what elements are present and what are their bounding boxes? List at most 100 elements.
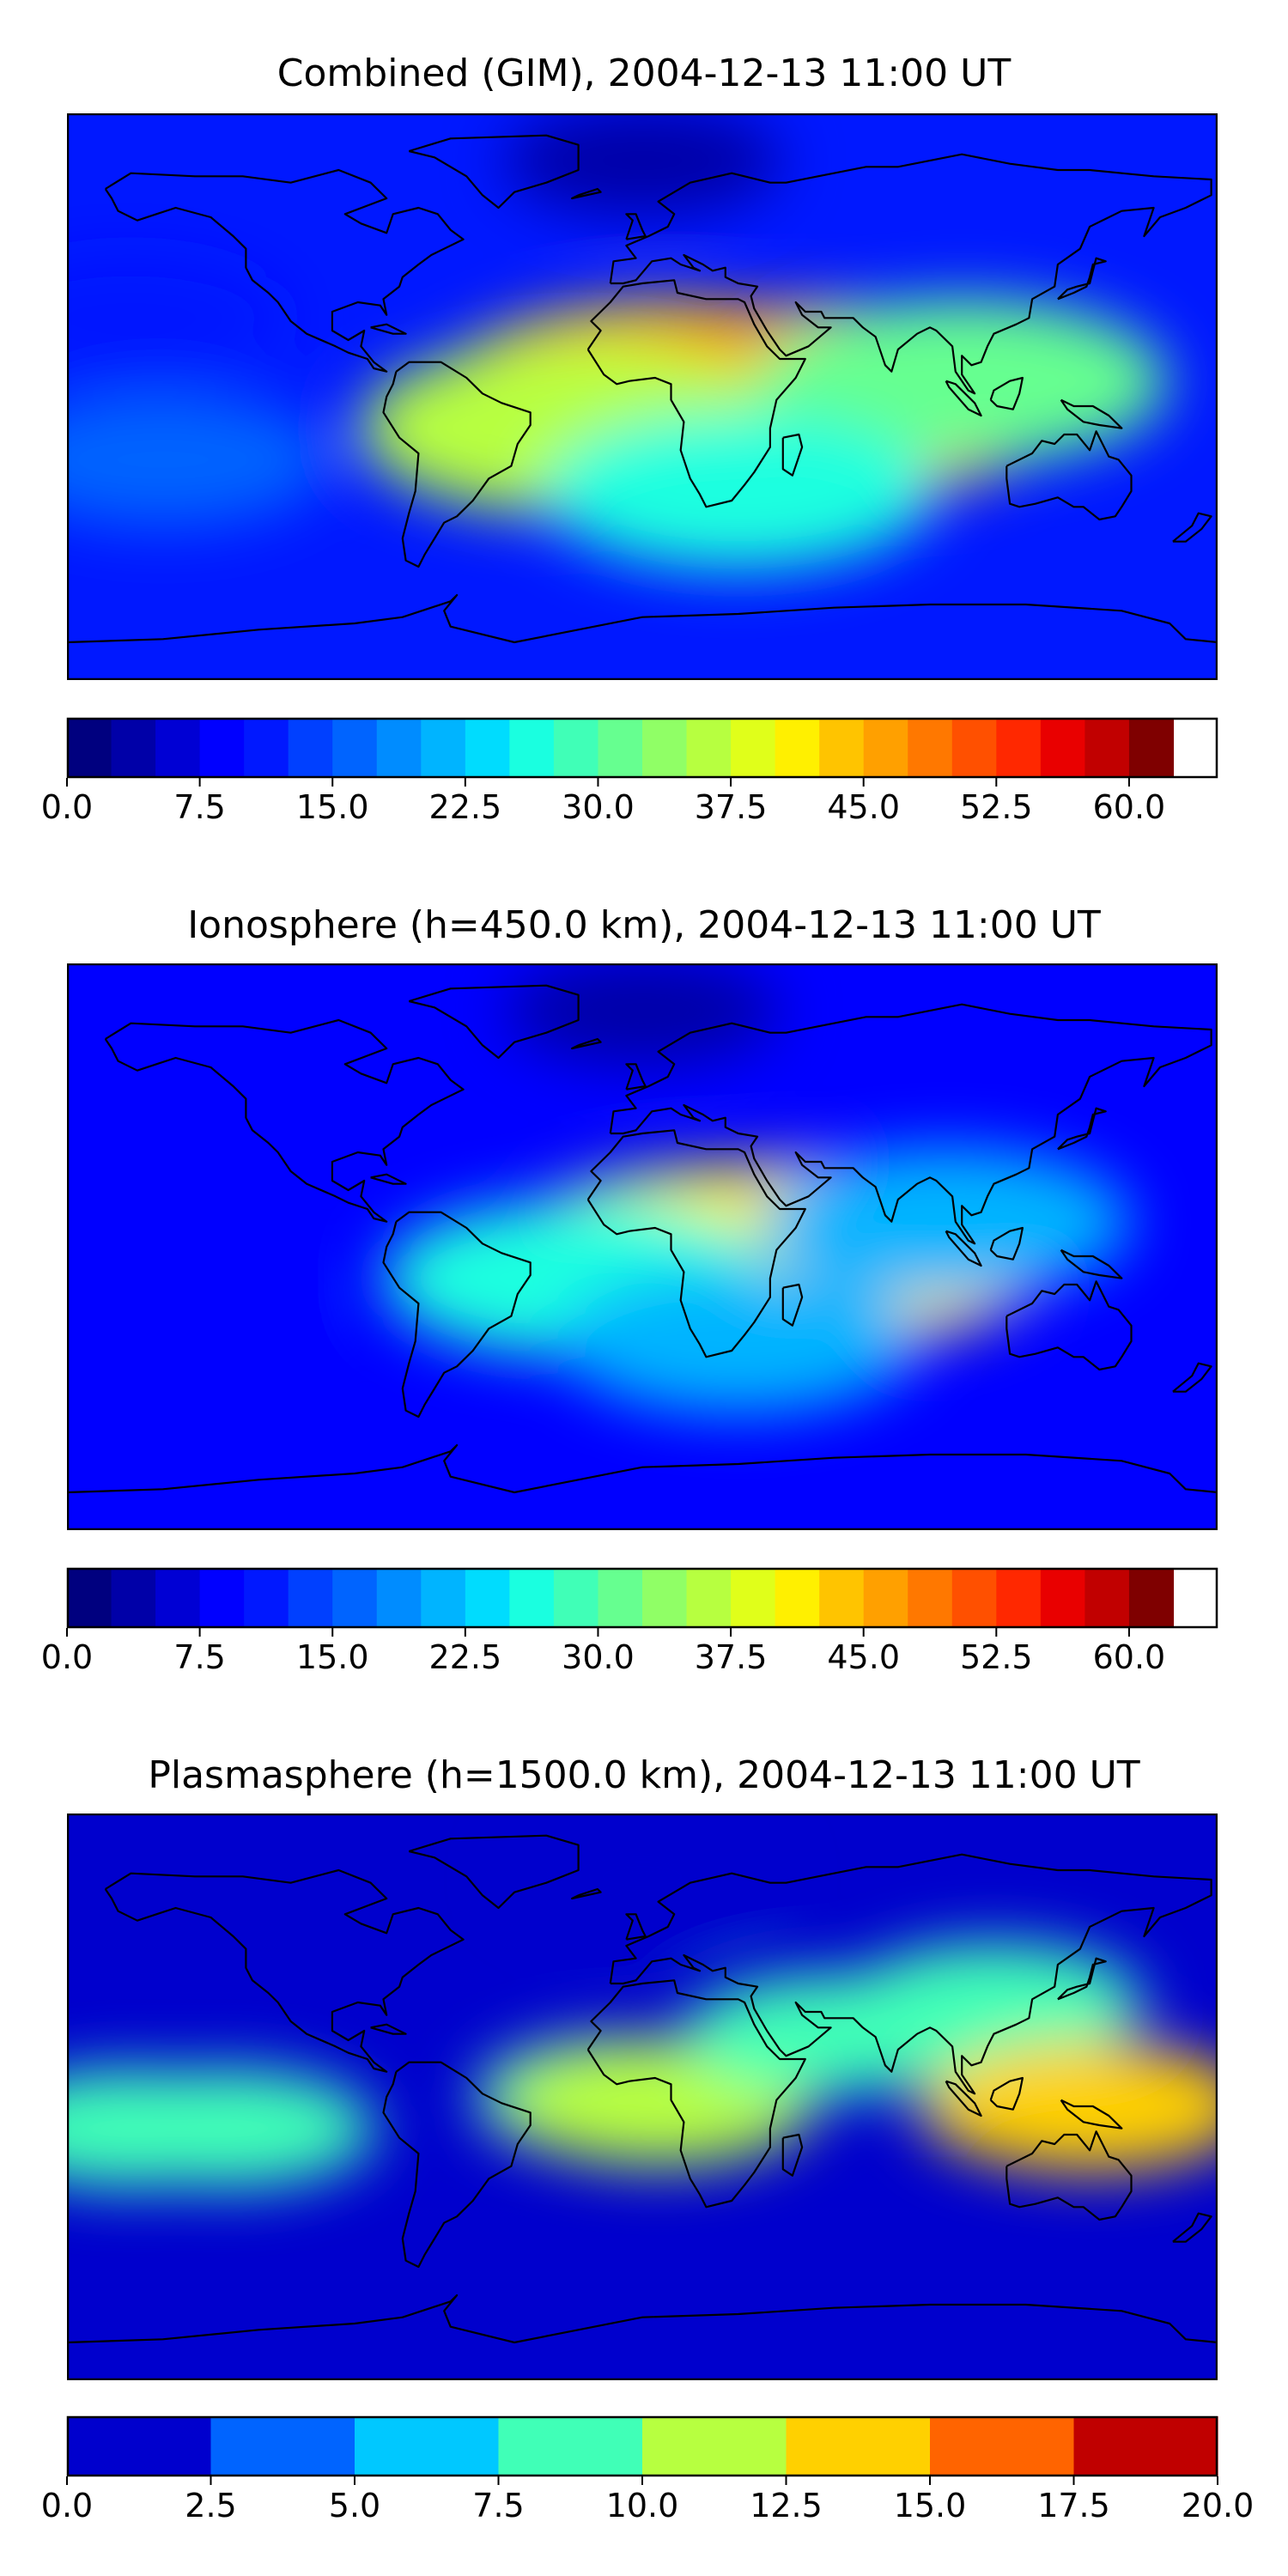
tec-field <box>67 963 1218 1530</box>
colorbar-segment <box>288 718 333 778</box>
colorbar-tick-label: 37.5 <box>694 1638 768 1676</box>
colorbar-segment <box>465 718 510 778</box>
colorbar-segment <box>498 2416 643 2476</box>
tec-field <box>67 1814 1218 2380</box>
coastline <box>781 433 804 477</box>
colorbar-segment <box>553 718 599 778</box>
tec-region <box>557 1269 919 1413</box>
coastline <box>625 1063 647 1091</box>
coastline <box>945 1230 982 1267</box>
colorbar-segment <box>598 718 643 778</box>
colorbar-segment <box>421 718 466 778</box>
colorbar-segment <box>731 1568 776 1628</box>
tec-region <box>77 2069 377 2189</box>
colorbar-tick-label: 22.5 <box>428 1638 502 1676</box>
colorbar-tick-label: 0.0 <box>40 2487 94 2524</box>
colorbar-segment <box>421 1568 466 1628</box>
tec-field <box>67 113 1218 680</box>
colorbar-segment <box>111 1568 156 1628</box>
coastline <box>586 1129 806 1358</box>
coastline <box>104 1018 465 1223</box>
coastline <box>1172 1362 1212 1393</box>
colorbar-segment <box>642 2416 787 2476</box>
colorbar-segment <box>67 1568 112 1628</box>
colorbar-segment <box>642 1568 688 1628</box>
map-frame <box>67 113 1218 680</box>
colorbar-segment <box>509 1568 555 1628</box>
chart-title: Ionosphere (h=450.0 km), 2004-12-13 11:0… <box>187 903 1101 947</box>
colorbar-tick-label: 60.0 <box>1092 1638 1166 1676</box>
colorbar-segment <box>376 718 422 778</box>
coastline <box>1005 430 1133 521</box>
colorbar-segment <box>155 718 201 778</box>
colorbar-segment <box>244 1568 289 1628</box>
coastline <box>1005 2130 1133 2221</box>
colorbar-segment <box>199 718 245 778</box>
coastline <box>625 213 647 240</box>
colorbar-tick-label: 52.5 <box>959 1638 1033 1676</box>
colorbar-segment <box>908 718 953 778</box>
tec-region <box>67 256 286 380</box>
colorbar-tick-label: 5.0 <box>328 2487 381 2524</box>
colorbar-segment <box>598 1568 643 1628</box>
colorbar-tick-label: 45.0 <box>827 788 900 826</box>
coastline <box>67 1443 1218 1494</box>
tec-region <box>67 392 331 527</box>
coastline <box>989 376 1024 410</box>
coastlines <box>67 134 1218 644</box>
coastline <box>382 1211 532 1419</box>
colorbar-tick-label: 7.5 <box>173 788 226 826</box>
coastline <box>370 323 407 335</box>
colorbar-tick-label: 12.5 <box>750 2487 823 2524</box>
coastline <box>408 984 580 1060</box>
colorbar-frame <box>66 717 1218 779</box>
colorbar-segment <box>775 1568 820 1628</box>
colorbar-tick-label: 10.0 <box>605 2487 679 2524</box>
coastline <box>586 279 806 508</box>
colorbar-segment <box>67 2416 212 2476</box>
colorbar-tick-label: 0.0 <box>40 788 94 826</box>
coastline <box>1060 398 1123 429</box>
colorbar-segment <box>908 1568 953 1628</box>
colorbar-segment <box>332 1568 378 1628</box>
coastline <box>989 2076 1024 2111</box>
colorbar-segment <box>210 2416 355 2476</box>
coastline <box>382 361 532 568</box>
colorbar-segment <box>199 1568 245 1628</box>
colorbar-segment <box>786 2416 931 2476</box>
tec-region <box>542 412 934 570</box>
colorbar-tick-label: 17.5 <box>1037 2487 1110 2524</box>
colorbar-tick-label: 15.0 <box>295 1638 369 1676</box>
coastline <box>571 1037 602 1050</box>
colorbar-segment <box>1040 1568 1085 1628</box>
colorbar-segment <box>1040 718 1085 778</box>
colorbar <box>66 717 1218 787</box>
coastline <box>945 380 982 417</box>
coastline <box>1172 2212 1212 2243</box>
colorbar <box>66 1567 1218 1637</box>
coastline <box>586 1979 806 2208</box>
colorbar-segment <box>288 1568 333 1628</box>
coastline <box>945 2080 982 2117</box>
colorbar-segment <box>111 718 156 778</box>
coastlines <box>67 984 1218 1494</box>
chart-title: Combined (GIM), 2004-12-13 11:00 UT <box>276 52 1012 95</box>
colorbar-segment <box>951 718 997 778</box>
map-frame <box>67 963 1218 1530</box>
tec-region <box>508 1822 776 1930</box>
coastline <box>571 1887 602 1900</box>
coastline <box>408 134 580 210</box>
colorbar-tick-label: 45.0 <box>827 1638 900 1676</box>
coastline <box>1057 1107 1107 1151</box>
coastline <box>571 187 602 200</box>
coastline <box>609 1003 1212 1245</box>
colorbar-tick-label: 30.0 <box>562 788 635 826</box>
colorbar-segment <box>376 1568 422 1628</box>
coastline <box>625 1913 647 1941</box>
colorbar-segment <box>1128 718 1175 778</box>
coastline <box>1005 1280 1133 1371</box>
colorbar-segment <box>244 718 289 778</box>
colorbar-frame <box>66 1567 1218 1629</box>
coastline <box>67 593 1218 644</box>
colorbar-segment <box>686 718 732 778</box>
